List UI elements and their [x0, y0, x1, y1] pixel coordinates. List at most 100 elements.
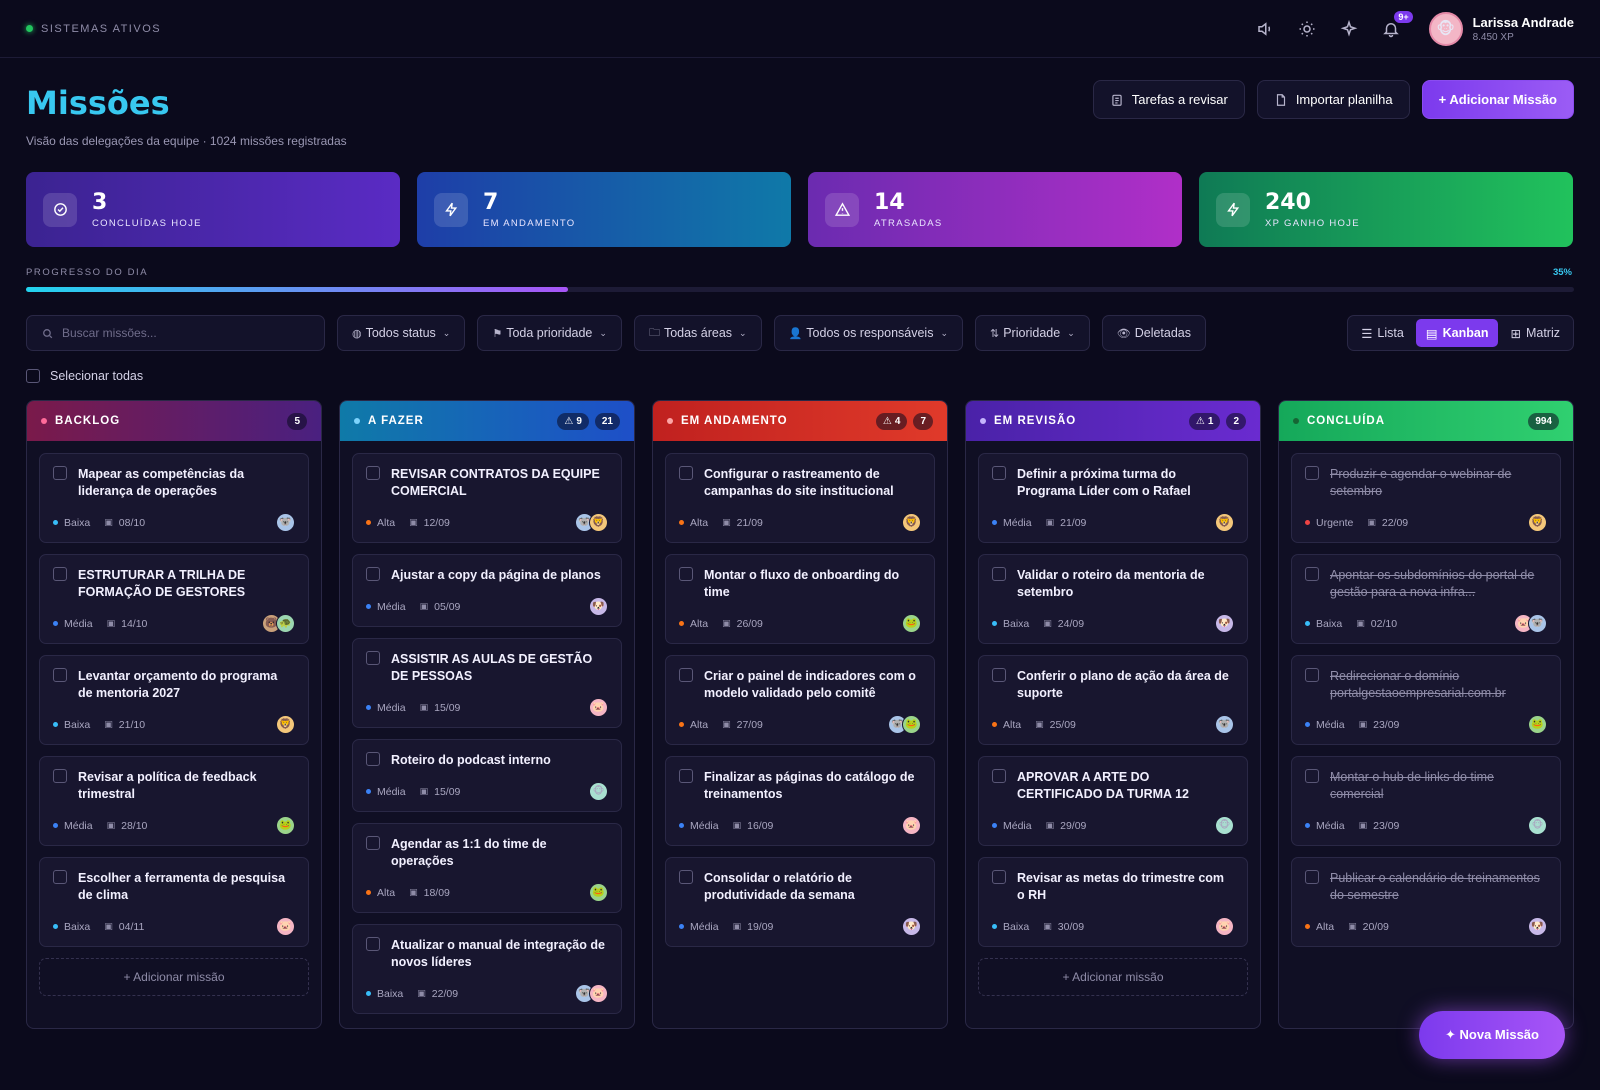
status-filter[interactable]: ◍ Todos status ⌄: [337, 315, 466, 351]
mission-card[interactable]: Produzir e agendar o webinar de setembro…: [1291, 453, 1561, 543]
mission-card[interactable]: Validar o roteiro da mentoria de setembr…: [978, 554, 1248, 644]
avatar[interactable]: 🐶: [589, 597, 608, 616]
avatar[interactable]: 🐷: [589, 984, 608, 1003]
avatar[interactable]: 🦁: [902, 513, 921, 532]
user-menu[interactable]: 🐵 Larissa Andrade 8.450 XP: [1428, 12, 1574, 46]
deleted-button[interactable]: 👁 Deletadas: [1101, 315, 1207, 351]
search-input[interactable]: Buscar missões...: [26, 315, 325, 351]
mission-card[interactable]: Criar o painel de indicadores com o mode…: [665, 655, 935, 745]
select-all-checkbox[interactable]: [26, 369, 40, 383]
avatar[interactable]: 🐷: [589, 698, 608, 717]
avatar[interactable]: 🐵: [1528, 816, 1547, 835]
new-mission-fab[interactable]: ✦ Nova Missão: [1419, 1011, 1565, 1059]
mission-card[interactable]: APROVAR A ARTE DO CERTIFICADO DA TURMA 1…: [978, 756, 1248, 846]
avatar[interactable]: 🐵: [589, 782, 608, 801]
avatar[interactable]: 🦁: [1528, 513, 1547, 532]
mission-card[interactable]: Mapear as competências da liderança de o…: [39, 453, 309, 543]
card-checkbox[interactable]: [366, 752, 380, 766]
select-all[interactable]: Selecionar todas: [26, 369, 143, 383]
mission-card[interactable]: Montar o hub de links do time comercial M…: [1291, 756, 1561, 846]
mission-card[interactable]: Levantar orçamento do programa de mentor…: [39, 655, 309, 745]
card-checkbox[interactable]: [992, 769, 1006, 783]
bell-icon[interactable]: 9+: [1381, 11, 1413, 39]
add-mission-button[interactable]: + Adicionar Missão: [1421, 80, 1574, 119]
mission-card[interactable]: Apontar os subdomínios do portal de gest…: [1291, 554, 1561, 644]
card-checkbox[interactable]: [366, 651, 380, 665]
card-checkbox[interactable]: [992, 668, 1006, 682]
card-checkbox[interactable]: [1305, 769, 1319, 783]
add-mission-inline-button[interactable]: + Adicionar missão: [978, 958, 1248, 996]
view-matrix-button[interactable]: ⊞ Matriz: [1500, 319, 1570, 347]
mission-card[interactable]: Conferir o plano de ação da área de supo…: [978, 655, 1248, 745]
card-checkbox[interactable]: [679, 769, 693, 783]
avatar[interactable]: 🐨: [1528, 614, 1547, 633]
card-checkbox[interactable]: [1305, 668, 1319, 682]
card-checkbox[interactable]: [992, 466, 1006, 480]
card-checkbox[interactable]: [1305, 567, 1319, 581]
mission-card[interactable]: Agendar as 1:1 do time de operações Alta ▣…: [352, 823, 622, 913]
card-checkbox[interactable]: [679, 466, 693, 480]
avatar[interactable]: 🐷: [902, 816, 921, 835]
card-checkbox[interactable]: [1305, 870, 1319, 884]
add-mission-inline-button[interactable]: + Adicionar missão: [39, 958, 309, 996]
mission-card[interactable]: Redirecionar o domínio portalgestaoempre…: [1291, 655, 1561, 745]
card-checkbox[interactable]: [992, 567, 1006, 581]
avatar[interactable]: 🐸: [1528, 715, 1547, 734]
mission-card[interactable]: Montar o fluxo de onboarding do time Alta…: [665, 554, 935, 644]
avatar[interactable]: 🐶: [1215, 614, 1234, 633]
assignee-filter[interactable]: 👤 Todos os responsáveis ⌄: [773, 315, 963, 351]
card-checkbox[interactable]: [679, 668, 693, 682]
mission-card[interactable]: Definir a próxima turma do Programa Líde…: [978, 453, 1248, 543]
avatar[interactable]: 🐸: [902, 715, 921, 734]
mission-card[interactable]: Escolher a ferramenta de pesquisa de cli…: [39, 857, 309, 947]
avatar[interactable]: 🐶: [1528, 917, 1547, 936]
card-checkbox[interactable]: [53, 668, 67, 682]
review-tasks-button[interactable]: Tarefas a revisar: [1092, 80, 1245, 119]
avatar[interactable]: 🐷: [1215, 917, 1234, 936]
mission-card[interactable]: Atualizar o manual de integração de novo…: [352, 924, 622, 1014]
avatar[interactable]: 🐵: [1215, 816, 1234, 835]
avatar[interactable]: 🐶: [902, 917, 921, 936]
card-checkbox[interactable]: [679, 870, 693, 884]
avatar[interactable]: 🐸: [589, 883, 608, 902]
card-checkbox[interactable]: [53, 466, 67, 480]
card-checkbox[interactable]: [366, 836, 380, 850]
card-checkbox[interactable]: [366, 466, 380, 480]
card-checkbox[interactable]: [53, 567, 67, 581]
mission-card[interactable]: Consolidar o relatório de produtividade …: [665, 857, 935, 947]
card-checkbox[interactable]: [992, 870, 1006, 884]
avatar[interactable]: 🐢: [276, 614, 295, 633]
sound-icon[interactable]: [1255, 19, 1275, 39]
area-filter[interactable]: 🗀 Todas áreas ⌄: [633, 315, 762, 351]
mission-card[interactable]: ESTRUTURAR A TRILHA DE FORMAÇÃO DE GESTO…: [39, 554, 309, 644]
avatar[interactable]: 🐸: [902, 614, 921, 633]
mission-card[interactable]: Finalizar as páginas do catálogo de trei…: [665, 756, 935, 846]
avatar[interactable]: 🐷: [276, 917, 295, 936]
mission-card[interactable]: ASSISTIR AS AULAS DE GESTÃO DE PESSOAS Mé…: [352, 638, 622, 728]
mission-card[interactable]: REVISAR CONTRATOS DA EQUIPE COMERCIAL Alt…: [352, 453, 622, 543]
avatar[interactable]: 🐨: [276, 513, 295, 532]
mission-card[interactable]: Configurar o rastreamento de campanhas d…: [665, 453, 935, 543]
avatar[interactable]: 🦁: [1215, 513, 1234, 532]
import-sheet-button[interactable]: Importar planilha: [1256, 80, 1410, 119]
card-checkbox[interactable]: [366, 567, 380, 581]
card-checkbox[interactable]: [366, 937, 380, 951]
mission-card[interactable]: Publicar o calendário de treinamentos do…: [1291, 857, 1561, 947]
mission-card[interactable]: Ajustar a copy da página de planos Média ▣…: [352, 554, 622, 627]
card-checkbox[interactable]: [1305, 466, 1319, 480]
card-checkbox[interactable]: [679, 567, 693, 581]
view-list-button[interactable]: ☰ Lista: [1351, 319, 1414, 347]
priority-filter[interactable]: ⚑ Toda prioridade ⌄: [477, 315, 622, 351]
avatar[interactable]: 🦁: [276, 715, 295, 734]
mission-card[interactable]: Revisar as metas do trimestre com o RH Ba…: [978, 857, 1248, 947]
theme-sun-icon[interactable]: [1297, 19, 1317, 39]
avatar[interactable]: 🐨: [1215, 715, 1234, 734]
view-kanban-button[interactable]: ▤ Kanban: [1415, 319, 1499, 347]
mission-card[interactable]: Revisar a política de feedback trimestra…: [39, 756, 309, 846]
card-checkbox[interactable]: [53, 769, 67, 783]
sparkle-icon[interactable]: [1339, 19, 1359, 39]
mission-card[interactable]: Roteiro do podcast interno Média ▣ 15/09 🐵: [352, 739, 622, 812]
card-checkbox[interactable]: [53, 870, 67, 884]
avatar[interactable]: 🦁: [589, 513, 608, 532]
avatar[interactable]: 🐸: [276, 816, 295, 835]
